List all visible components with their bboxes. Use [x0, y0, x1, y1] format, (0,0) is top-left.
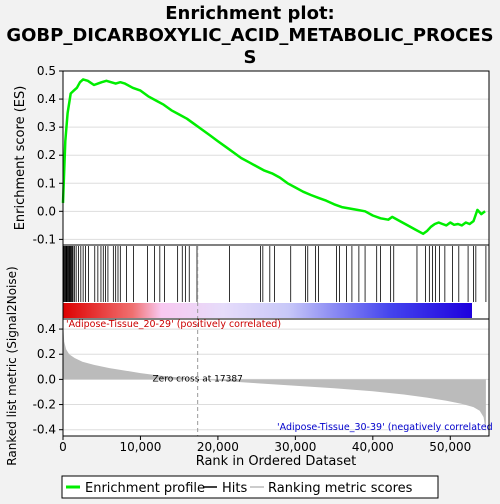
es-y-tick-label: 0.1 [37, 176, 56, 190]
x-axis-ticks: 0 10,000 20,000 30,000 40,000 50,000 [59, 436, 471, 454]
es-y-tick-label: 0.3 [37, 120, 56, 134]
ranking-color-bar [63, 303, 472, 318]
x-tick-label: 20,000 [197, 440, 239, 454]
es-y-axis-label: Enrichment score (ES) [13, 86, 28, 231]
metric-y-tick-label: 0.0 [37, 372, 56, 386]
metric-gridlines [63, 328, 489, 431]
chart-title-line-3: S [244, 47, 257, 68]
x-tick-label: 40,000 [352, 440, 394, 454]
es-y-tick-label: 0.5 [37, 64, 56, 78]
legend-enrichment-label: Enrichment profile [85, 481, 205, 496]
metric-y-tick-label: 0.4 [37, 322, 56, 336]
metric-y-tick-label: -0.4 [33, 423, 56, 437]
positive-correlation-label: 'Adipose-Tissue_20-29' (positively corre… [66, 319, 281, 330]
negative-correlation-label: 'Adipose-Tissue_30-39' (negatively corre… [277, 422, 493, 433]
metric-panel-frame [62, 318, 490, 437]
es-y-axis-ticks: -0.1 0.0 0.1 0.2 0.3 0.4 0.5 [33, 64, 63, 246]
x-axis-label: Rank in Ordered Dataset [196, 454, 357, 469]
metric-y-tick-label: -0.2 [33, 398, 56, 412]
legend-hits-label: Hits [222, 481, 247, 496]
es-y-tick-label: 0.2 [37, 148, 56, 162]
legend: Enrichment profile Hits Ranking metric s… [61, 475, 439, 499]
metric-y-tick-label: 0.2 [37, 347, 56, 361]
metric-y-axis-label: Ranked list metric (Signal2Noise) [5, 266, 19, 465]
x-tick-label: 10,000 [119, 440, 161, 454]
es-y-tick-label: 0.0 [37, 204, 56, 218]
hit-markers [63, 246, 487, 302]
enrichment-profile-line [61, 78, 486, 236]
chart-title-line-1: Enrichment plot: [165, 3, 335, 24]
x-tick-label: 30,000 [274, 440, 316, 454]
metric-y-axis-ticks: -0.4 -0.2 0.0 0.2 0.4 [33, 322, 63, 437]
zero-cross-label: Zero cross at 17387 [153, 374, 243, 384]
chart-title-line-2: GOBP_DICARBOXYLIC_ACID_METABOLIC_PROCES [6, 25, 493, 46]
legend-ranking-label: Ranking metric scores [268, 481, 413, 496]
es-y-tick-label: 0.4 [37, 92, 56, 106]
x-tick-label: 0 [59, 440, 67, 454]
es-panel-background [63, 71, 489, 245]
es-y-tick-label: -0.1 [33, 232, 56, 246]
x-tick-label: 50,000 [429, 440, 471, 454]
ranking-metric-area [63, 322, 486, 433]
